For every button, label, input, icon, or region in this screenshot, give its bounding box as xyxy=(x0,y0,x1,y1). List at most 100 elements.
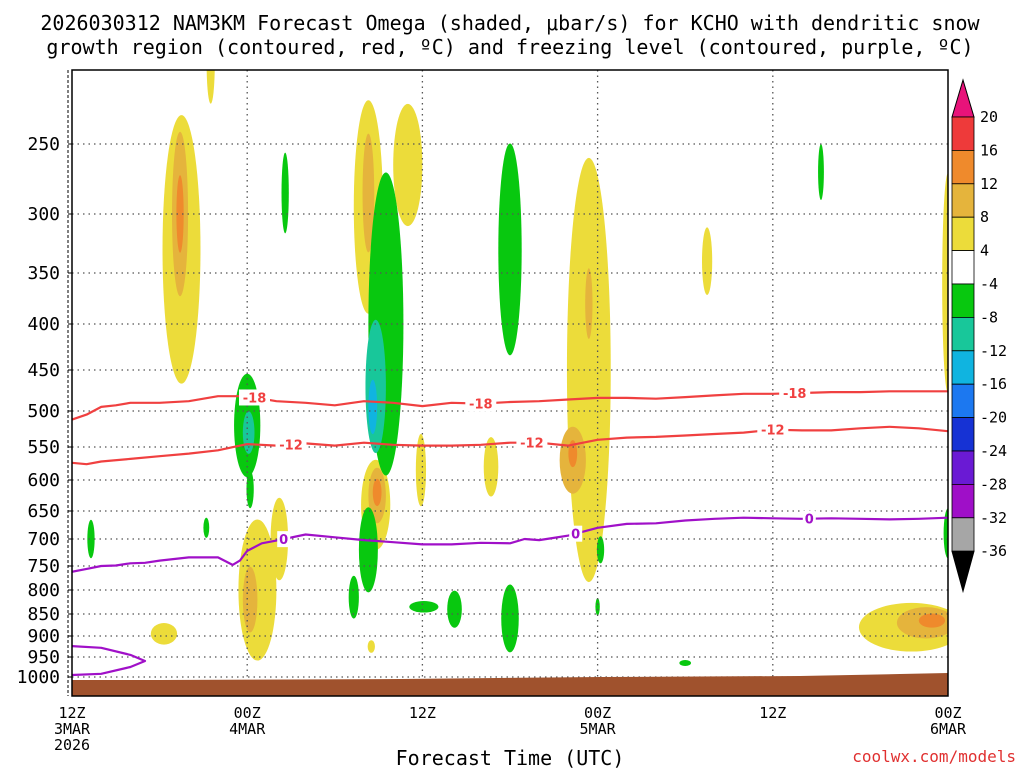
colorbar-label-13: -36 xyxy=(980,542,1007,560)
y-tick-label-900: 900 xyxy=(27,626,60,647)
y-tick-label-500: 500 xyxy=(27,401,60,422)
omega-region-sinking-4 xyxy=(679,660,692,666)
omega-region-sinking-12 xyxy=(368,379,378,435)
colorbar-label-0: 20 xyxy=(980,108,998,126)
contour-label-dgz-top-0: -18 xyxy=(243,391,267,406)
omega-region-rising-4 xyxy=(701,227,713,295)
colorbar-segment-2 xyxy=(951,149,975,185)
y-tick-label-400: 400 xyxy=(27,314,60,335)
chart-title-line-2: growth region (contoured, red, ºC) and f… xyxy=(46,35,973,59)
contour-label-bg-freezing-level-1 xyxy=(569,525,583,542)
omega-region-rising-4 xyxy=(942,173,948,394)
colorbar-label-11: -28 xyxy=(980,475,1007,493)
y-tick-label-1000: 1000 xyxy=(17,667,60,688)
x-tick-label-48-0: 12Z xyxy=(759,704,786,722)
colorbar-label-2: 12 xyxy=(980,175,998,193)
omega-region-rising-4 xyxy=(150,623,178,645)
contour-label-dgz-bottom-0: -12 xyxy=(279,438,303,453)
colorbar-label-4: 4 xyxy=(980,242,989,260)
colorbar-label-9: -20 xyxy=(980,409,1007,427)
omega-region-sinking-4 xyxy=(358,507,378,593)
x-tick-label-36-0: 00Z xyxy=(584,704,611,722)
omega-region-sinking-4 xyxy=(943,508,948,559)
x-tick-label-12-1: 4MAR xyxy=(229,720,266,738)
colorbar-label-12: -32 xyxy=(980,509,1007,527)
omega-region-rising-12 xyxy=(176,175,184,253)
contour-label-bg-freezing-level-2 xyxy=(802,510,816,527)
x-tick-label-12-0: 00Z xyxy=(234,704,261,722)
x-tick-label-0-0: 12Z xyxy=(58,704,85,722)
omega-region-rising-4 xyxy=(415,434,427,507)
chart-title-line-1: 2026030312 NAM3KM Forecast Omega (shaded… xyxy=(40,11,980,35)
contour-label-bg-dgz-bottom-2 xyxy=(757,421,789,438)
colorbar-label-7: -12 xyxy=(980,342,1007,360)
colorbar-segment-8 xyxy=(951,350,975,385)
colorbar-top-triangle xyxy=(951,78,975,118)
colorbar-segment-13 xyxy=(951,517,975,552)
omega-region-rising-4 xyxy=(483,437,499,497)
contour-label-freezing-level-2: 0 xyxy=(805,513,814,528)
colorbar-segment-4 xyxy=(951,216,975,251)
omega-region-rising-12 xyxy=(918,613,946,628)
y-tick-label-300: 300 xyxy=(27,204,60,225)
colorbar-label-3: 8 xyxy=(980,208,989,226)
y-tick-label-750: 750 xyxy=(27,556,60,577)
omega-region-rising-4 xyxy=(367,640,375,653)
y-tick-label-350: 350 xyxy=(27,263,60,284)
temperature-contours: -18 -18 -18 -12 -12 -12 0 0 0 xyxy=(72,385,948,677)
contour-label-bg-dgz-top-2 xyxy=(779,385,811,402)
contour-surface-freezing-branch xyxy=(72,645,147,677)
omega-region-sinking-4 xyxy=(818,144,824,200)
omega-region-sinking-4 xyxy=(348,575,359,619)
y-tick-label-550: 550 xyxy=(27,437,60,458)
x-tick-label-60-1: 6MAR xyxy=(930,720,967,738)
colorbar-segment-6 xyxy=(951,283,975,318)
omega-region-sinking-4 xyxy=(596,536,605,564)
contour-label-dgz-top-1: -18 xyxy=(469,398,493,413)
colorbar-bottom-triangle xyxy=(951,550,975,594)
contour-label-bg-dgz-top-0 xyxy=(239,389,270,406)
x-tick-label-0-1: 3MAR xyxy=(54,720,91,738)
y-tick-label-700: 700 xyxy=(27,529,60,550)
credit-text: coolwx.com/models xyxy=(852,747,1016,766)
x-axis-label: Forecast Time (UTC) xyxy=(396,746,625,768)
y-tick-label-800: 800 xyxy=(27,580,60,601)
x-tick-label-36-1: 5MAR xyxy=(580,720,617,738)
x-tick-label-0-2: 2026 xyxy=(54,736,90,754)
contour-label-dgz-top-2: -18 xyxy=(783,387,807,402)
omega-colorbar: 20 16 12 8 4 -4 -8 -12 -16 -20 -24 -28 -32 -36 xyxy=(951,78,1007,594)
omega-region-sinking-4 xyxy=(203,517,210,538)
omega-region-rising-8 xyxy=(585,268,593,339)
omega-region-sinking-4 xyxy=(498,143,522,356)
x-tick-label-24-0: 12Z xyxy=(409,704,436,722)
contour-label-bg-dgz-bottom-0 xyxy=(275,436,307,453)
omega-region-rising-8 xyxy=(362,133,375,253)
omega-region-sinking-4 xyxy=(501,584,519,653)
colorbar-label-10: -24 xyxy=(980,442,1007,460)
contour-label-bg-dgz-top-1 xyxy=(465,395,497,412)
plot-frame xyxy=(71,69,949,697)
contour-dgz-bottom xyxy=(72,425,948,466)
y-tick-label-650: 650 xyxy=(27,501,60,522)
contour-label-dgz-bottom-1: -12 xyxy=(520,437,544,452)
omega-shading xyxy=(87,70,948,666)
omega-region-sinking-4 xyxy=(447,590,462,628)
y-tick-label-600: 600 xyxy=(27,470,60,491)
contour-freezing-level xyxy=(72,516,948,573)
omega-region-rising-4 xyxy=(393,103,423,227)
colorbar-segment-10 xyxy=(951,417,975,452)
contour-label-bg-dgz-bottom-1 xyxy=(516,434,548,451)
y-tick-label-250: 250 xyxy=(27,134,60,155)
colorbar-segment-7 xyxy=(951,316,975,352)
y-tick-label-450: 450 xyxy=(27,360,60,381)
omega-region-sinking-4 xyxy=(409,601,439,613)
colorbar-label-8: -16 xyxy=(980,375,1007,393)
terrain-ground xyxy=(72,673,948,696)
contour-label-freezing-level-0: 0 xyxy=(279,533,288,548)
contour-label-dgz-bottom-2: -12 xyxy=(761,424,785,439)
y-tick-label-950: 950 xyxy=(27,647,60,668)
omega-region-sinking-4 xyxy=(281,152,289,234)
plot-area: -18 -18 -18 -12 -12 -12 0 0 0 xyxy=(72,70,948,696)
